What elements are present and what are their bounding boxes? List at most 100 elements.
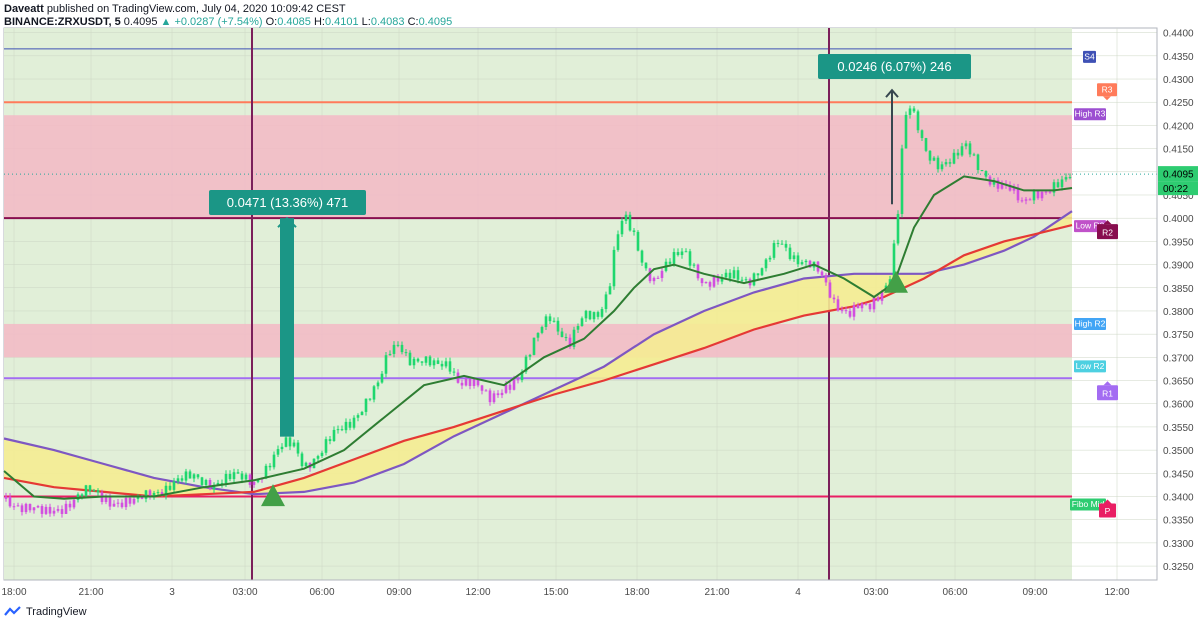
candle-body	[520, 371, 524, 381]
time-axis-tick: 03:00	[232, 587, 257, 598]
measure-label: 0.0471 (13.36%) 471	[227, 195, 348, 210]
candle-body	[300, 453, 304, 467]
candle-body	[916, 111, 920, 131]
candle-body	[84, 485, 88, 497]
countdown-tag	[1158, 181, 1198, 196]
candle-body	[768, 257, 772, 260]
candle-body	[360, 411, 364, 416]
candle-body	[620, 220, 624, 235]
candle-body	[340, 429, 344, 431]
candle-body	[716, 276, 720, 282]
candle-body	[120, 502, 124, 508]
candle-body	[1008, 185, 1012, 191]
candle-body	[596, 312, 600, 317]
level-label-p-pointer	[1103, 499, 1112, 504]
candle-body	[380, 373, 384, 383]
price-axis-tick: 0.4350	[1163, 52, 1194, 63]
candle-body	[48, 506, 52, 514]
candle-body	[764, 259, 768, 269]
price-axis-tick: 0.3750	[1163, 330, 1194, 341]
candle-body	[980, 170, 984, 172]
candle-body	[464, 378, 468, 386]
time-axis-tick: 12:00	[465, 587, 490, 598]
candle-body	[700, 278, 704, 284]
pivot-zone	[4, 115, 1072, 219]
candle-body	[1020, 200, 1024, 202]
price-axis-tick: 0.4150	[1163, 145, 1194, 156]
candle-body	[868, 303, 872, 310]
price-axis-tick: 0.3450	[1163, 469, 1194, 480]
published-text: published on TradingView.com, July 04, 2…	[46, 3, 346, 15]
candle-body	[896, 213, 900, 244]
candle-body	[316, 456, 320, 459]
measure-arrow-icon	[277, 216, 297, 228]
candle-body	[148, 490, 152, 498]
price-axis-tick: 0.4200	[1163, 121, 1194, 132]
fast-ema-line	[3, 175, 1073, 500]
candle-body	[144, 490, 148, 499]
candle-body	[1040, 191, 1044, 199]
candle-body	[852, 305, 856, 317]
candle-body	[1068, 177, 1072, 179]
countdown-tag-text: 00:22	[1163, 184, 1188, 195]
candle-body	[976, 154, 980, 171]
open-label: O:	[265, 16, 278, 28]
price-axis-tick: 0.4000	[1163, 214, 1194, 225]
candle-body	[1044, 191, 1048, 193]
candle-body	[484, 390, 488, 392]
candle-body	[936, 157, 940, 170]
candle-body	[756, 273, 760, 276]
candle-body	[408, 352, 412, 366]
candle-body	[796, 255, 800, 265]
candle-body	[492, 393, 496, 403]
candle-body	[856, 305, 860, 309]
candle-body	[500, 392, 504, 396]
candle-body	[244, 474, 248, 480]
author-name[interactable]: Daveatt	[4, 3, 44, 15]
candle-body	[712, 276, 716, 287]
candle-body	[924, 138, 928, 151]
symbol-label[interactable]: BINANCE:ZRXUSDT, 5	[4, 16, 121, 28]
price-axis-tick: 0.3250	[1163, 562, 1194, 573]
candle-body	[992, 180, 996, 185]
candle-body	[640, 250, 644, 263]
candle-body	[352, 417, 356, 428]
candle-body	[320, 452, 324, 457]
price-axis-tick: 0.3300	[1163, 539, 1194, 550]
zone-label-low-r3-text: Low R3	[1076, 221, 1105, 231]
candle-body	[112, 503, 116, 507]
candle-body	[232, 472, 236, 480]
candle-body	[476, 378, 480, 386]
candle-body	[56, 509, 60, 511]
candle-body	[376, 382, 380, 387]
candle-body	[1028, 199, 1032, 201]
candle-body	[908, 108, 912, 115]
candle-body	[192, 474, 196, 479]
buy-signal-triangle-icon	[261, 484, 285, 507]
candle-body	[392, 344, 396, 354]
candle-body	[208, 479, 212, 490]
candle-body	[704, 282, 708, 284]
candle-body	[416, 358, 420, 362]
time-axis-tick: 18:00	[1, 587, 26, 598]
level-label-r2-text: R2	[1102, 228, 1113, 238]
candle-body	[516, 379, 520, 381]
candle-body	[180, 478, 184, 481]
candle-body	[240, 473, 244, 480]
candle-body	[176, 478, 180, 482]
candle-body	[560, 331, 564, 338]
level-label-r2	[1097, 224, 1118, 240]
tradingview-footer: TradingView	[4, 606, 87, 618]
candle-body	[532, 337, 536, 355]
candle-body	[864, 303, 868, 305]
candle-body	[1000, 183, 1004, 189]
candle-body	[172, 481, 176, 490]
candle-body	[384, 355, 388, 374]
candle-body	[776, 243, 780, 245]
time-axis-tick: 3	[169, 587, 175, 598]
candle-body	[72, 499, 76, 508]
candle-body	[784, 243, 788, 248]
time-axis-tick: 03:00	[863, 587, 888, 598]
price-axis-tick: 0.3400	[1163, 493, 1194, 504]
